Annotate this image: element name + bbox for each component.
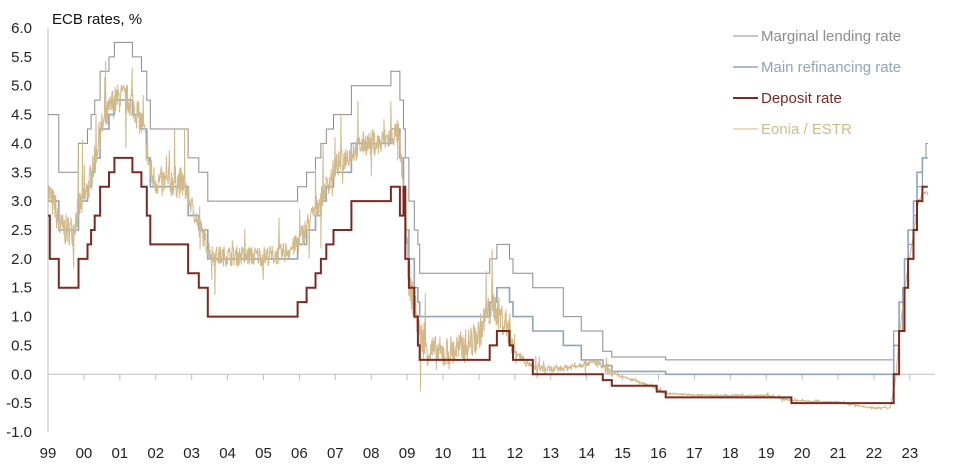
x-tick-label: 02	[147, 445, 164, 462]
y-axis: 6.0 5.5 5.0 4.5 4.0 3.5 3.0 2.5 2.0 1.5 1.0 0.5 0.0 -…	[6, 20, 49, 441]
series-line-deposit-rate	[48, 156, 928, 405]
x-tick-label: 01	[111, 445, 128, 462]
x-tick-label: 07	[327, 445, 344, 462]
y-tick-label: 3.5	[11, 164, 32, 181]
x-tick-label: 16	[650, 445, 667, 462]
x-tick-label: 12	[506, 445, 523, 462]
x-tick-label: 06	[291, 445, 308, 462]
x-tick-label: 03	[183, 445, 200, 462]
legend-label: Eonia / ESTR	[761, 121, 852, 138]
x-tick-label: 09	[399, 445, 416, 462]
plot-area	[47, 41, 929, 411]
x-tick-label: 05	[255, 445, 272, 462]
x-tick-label: 21	[830, 445, 847, 462]
chart-title: ECB rates, %	[52, 11, 142, 28]
x-tick-label: 08	[363, 445, 380, 462]
x-tick-label: 20	[794, 445, 811, 462]
x-tick-label: 17	[686, 445, 703, 462]
x-axis: 99 00 01 02 03 04 05 06 07 08 09 10 11 12 13 14 15 16 17 18…	[40, 373, 935, 462]
x-tick-label: 18	[722, 445, 739, 462]
y-tick-label: 5.5	[11, 49, 32, 66]
y-tick-label: 3.0	[11, 193, 32, 210]
y-tick-label: 0.0	[11, 366, 32, 383]
y-tick-label: 5.0	[11, 78, 32, 95]
x-tick-label: 19	[758, 445, 775, 462]
series-line-marginal-lending-rate	[48, 41, 928, 361]
y-tick-label: -1.0	[6, 424, 32, 441]
x-tick-label: 15	[614, 445, 631, 462]
x-tick-label: 11	[471, 445, 487, 462]
series-line-main-refinancing-rate	[48, 99, 928, 376]
y-tick-label: 0.5	[11, 337, 32, 354]
legend-label: Main refinancing rate	[761, 59, 901, 76]
y-tick-label: 4.0	[11, 135, 32, 152]
x-tick-label: 23	[902, 445, 919, 462]
x-tick-label: 04	[219, 445, 236, 462]
y-tick-label: 1.0	[11, 309, 32, 326]
y-tick-label: 1.5	[11, 280, 32, 297]
legend: Marginal lending rate Main refinancing ra…	[733, 28, 901, 138]
x-tick-label: 10	[435, 445, 452, 462]
x-tick-label: 13	[542, 445, 559, 462]
x-tick-label: 00	[76, 445, 93, 462]
series-line-eonia-estr	[47, 61, 929, 411]
x-tick-label: 22	[866, 445, 883, 462]
y-tick-label: 2.0	[11, 251, 32, 268]
y-tick-label: 4.5	[11, 107, 32, 124]
y-tick-label: 2.5	[11, 222, 32, 239]
x-tick-label: 99	[40, 445, 57, 462]
y-tick-label: -0.5	[6, 395, 32, 412]
y-tick-label: 6.0	[11, 20, 32, 37]
legend-label: Deposit rate	[761, 90, 842, 107]
legend-label: Marginal lending rate	[761, 28, 901, 45]
x-tick-label: 14	[578, 445, 595, 462]
